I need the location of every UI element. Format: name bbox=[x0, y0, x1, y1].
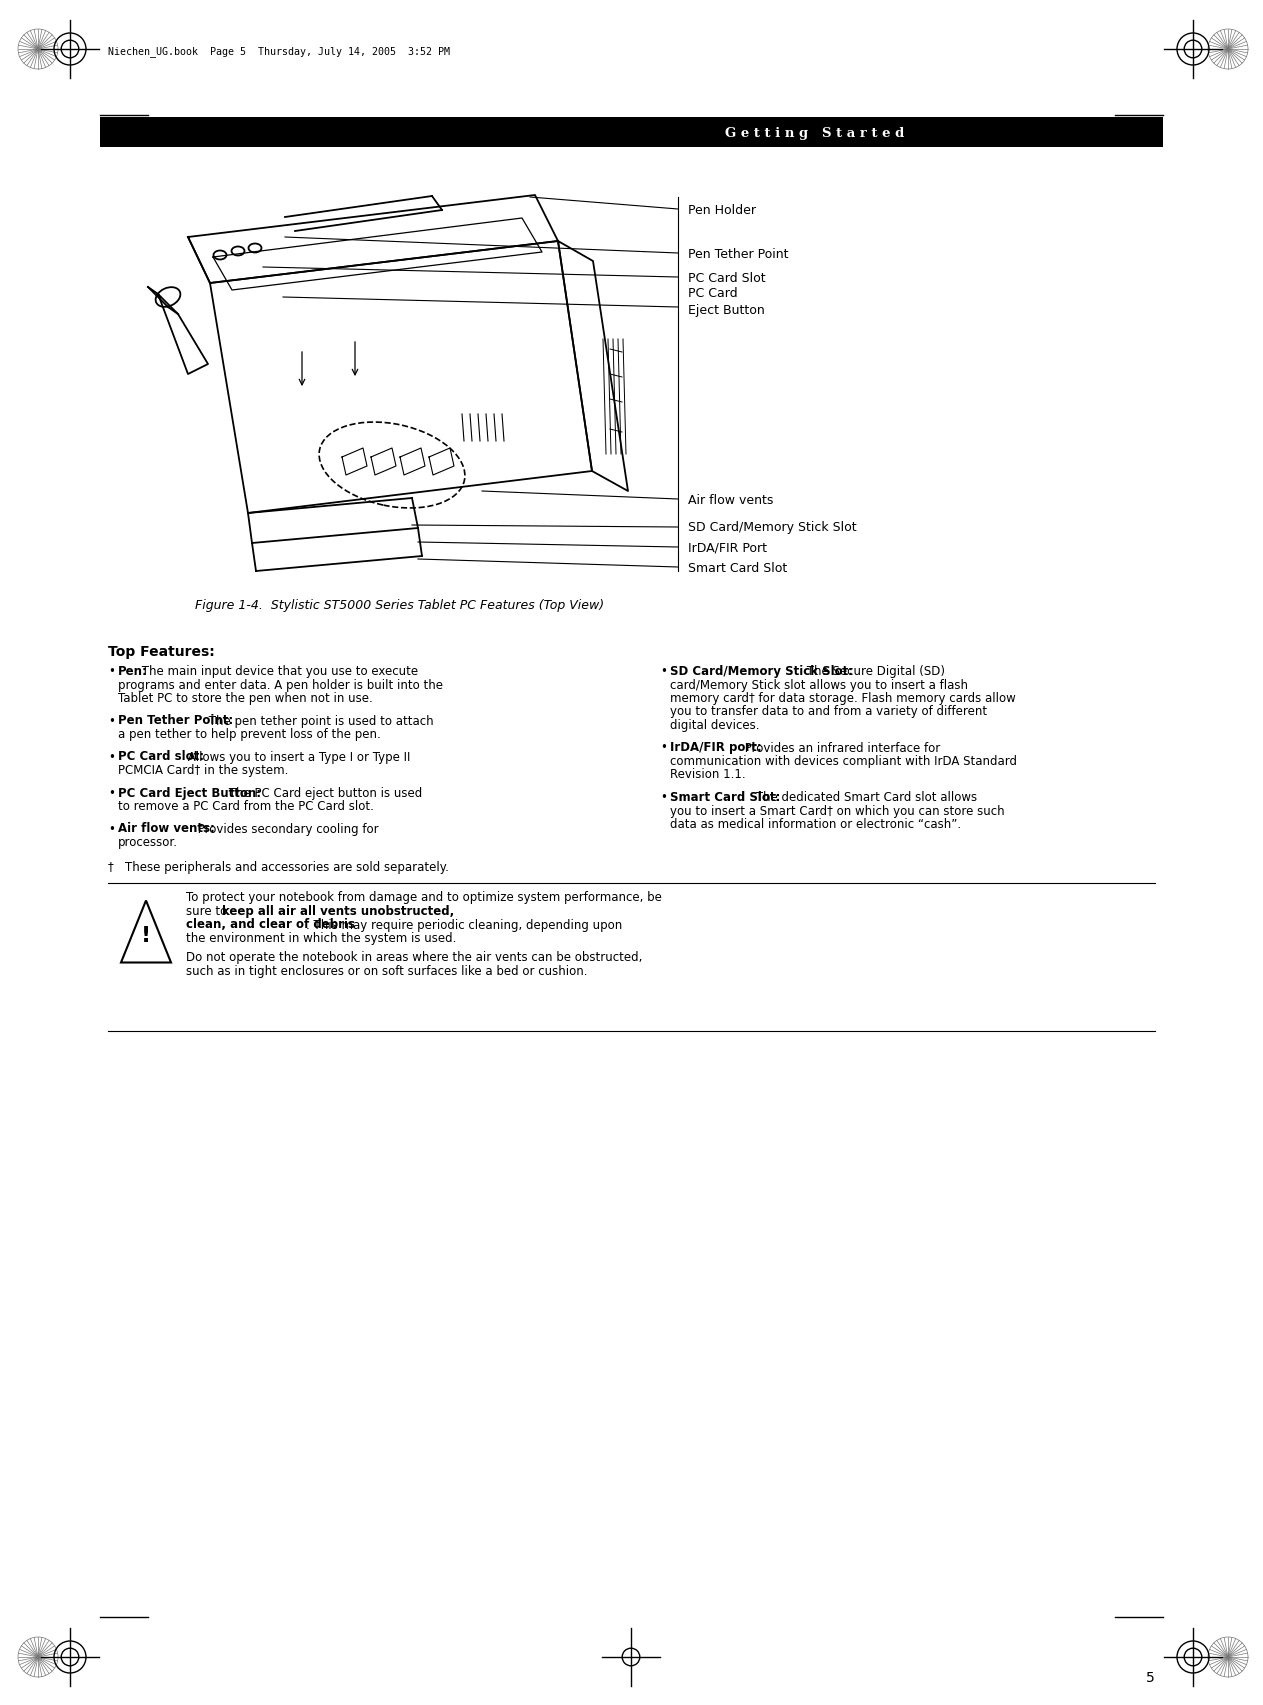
Text: The dedicated Smart Card slot allows: The dedicated Smart Card slot allows bbox=[751, 791, 976, 803]
Text: communication with devices compliant with IrDA Standard: communication with devices compliant wit… bbox=[669, 755, 1017, 767]
Text: •: • bbox=[109, 750, 115, 764]
Text: such as in tight enclosures or on soft surfaces like a bed or cushion.: such as in tight enclosures or on soft s… bbox=[186, 965, 587, 977]
Text: Revision 1.1.: Revision 1.1. bbox=[669, 767, 745, 781]
Text: Provides secondary cooling for: Provides secondary cooling for bbox=[195, 822, 379, 835]
Text: The pen tether point is used to attach: The pen tether point is used to attach bbox=[205, 714, 433, 726]
Text: SD Card/Memory Stick Slot: SD Card/Memory Stick Slot bbox=[688, 522, 856, 534]
Text: PCMCIA Card† in the system.: PCMCIA Card† in the system. bbox=[117, 764, 288, 776]
Text: Smart Card Slot: Smart Card Slot bbox=[688, 561, 787, 575]
Text: PC Card slot:: PC Card slot: bbox=[117, 750, 205, 764]
Text: !: ! bbox=[141, 926, 152, 946]
Text: SD Card/Memory Stick Slot:: SD Card/Memory Stick Slot: bbox=[669, 665, 853, 677]
Text: †   These peripherals and accessories are sold separately.: † These peripherals and accessories are … bbox=[109, 861, 448, 875]
Text: To protect your notebook from damage and to optimize system performance, be: To protect your notebook from damage and… bbox=[186, 892, 662, 904]
Text: processor.: processor. bbox=[117, 835, 178, 849]
Text: Pen Holder: Pen Holder bbox=[688, 203, 757, 217]
Text: •: • bbox=[661, 791, 667, 803]
Text: Do not operate the notebook in areas where the air vents can be obstructed,: Do not operate the notebook in areas whe… bbox=[186, 951, 643, 963]
Text: sure to: sure to bbox=[186, 904, 231, 917]
Text: memory card† for data storage. Flash memory cards allow: memory card† for data storage. Flash mem… bbox=[669, 692, 1015, 704]
Text: The main input device that you use to execute: The main input device that you use to ex… bbox=[139, 665, 418, 677]
Text: clean, and clear of debris: clean, and clear of debris bbox=[186, 917, 355, 931]
Text: •: • bbox=[109, 714, 115, 726]
Text: Smart Card Slot:: Smart Card Slot: bbox=[669, 791, 781, 803]
Text: Pen Tether Point: Pen Tether Point bbox=[688, 247, 788, 261]
Text: you to transfer data to and from a variety of different: you to transfer data to and from a varie… bbox=[669, 706, 988, 718]
Text: •: • bbox=[661, 742, 667, 754]
Text: 5: 5 bbox=[1147, 1669, 1154, 1685]
Text: card/Memory Stick slot allows you to insert a flash: card/Memory Stick slot allows you to ins… bbox=[669, 679, 967, 691]
Text: the environment in which the system is used.: the environment in which the system is u… bbox=[186, 931, 456, 945]
Text: digital devices.: digital devices. bbox=[669, 718, 759, 731]
Text: you to insert a Smart Card† on which you can store such: you to insert a Smart Card† on which you… bbox=[669, 805, 1004, 817]
Text: Pen Tether Point:: Pen Tether Point: bbox=[117, 714, 234, 726]
Text: The Secure Digital (SD): The Secure Digital (SD) bbox=[802, 665, 945, 677]
Text: data as medical information or electronic “cash”.: data as medical information or electroni… bbox=[669, 817, 961, 830]
Text: IrDA/FIR Port: IrDA/FIR Port bbox=[688, 540, 767, 554]
Text: G e t t i n g   S t a r t e d: G e t t i n g S t a r t e d bbox=[725, 126, 904, 140]
Text: a pen tether to help prevent loss of the pen.: a pen tether to help prevent loss of the… bbox=[117, 728, 380, 740]
Text: Top Features:: Top Features: bbox=[109, 644, 215, 658]
Text: •: • bbox=[109, 665, 115, 677]
Text: keep all air all vents unobstructed,: keep all air all vents unobstructed, bbox=[222, 904, 455, 917]
Text: Figure 1-4.  Stylistic ST5000 Series Tablet PC Features (Top View): Figure 1-4. Stylistic ST5000 Series Tabl… bbox=[196, 598, 605, 612]
Bar bbox=[100, 118, 1163, 148]
Text: to remove a PC Card from the PC Card slot.: to remove a PC Card from the PC Card slo… bbox=[117, 800, 374, 813]
Text: Niechen_UG.book  Page 5  Thursday, July 14, 2005  3:52 PM: Niechen_UG.book Page 5 Thursday, July 14… bbox=[109, 46, 450, 58]
Text: . This may require periodic cleaning, depending upon: . This may require periodic cleaning, de… bbox=[306, 917, 623, 931]
Text: Allows you to insert a Type I or Type II: Allows you to insert a Type I or Type II bbox=[184, 750, 410, 764]
Text: Air flow vents:: Air flow vents: bbox=[117, 822, 215, 835]
Text: •: • bbox=[109, 822, 115, 835]
Text: PC Card
Eject Button: PC Card Eject Button bbox=[688, 286, 765, 317]
Text: Air flow vents: Air flow vents bbox=[688, 493, 773, 506]
Text: IrDA/FIR port:: IrDA/FIR port: bbox=[669, 742, 762, 754]
Text: programs and enter data. A pen holder is built into the: programs and enter data. A pen holder is… bbox=[117, 679, 443, 691]
Text: Tablet PC to store the pen when not in use.: Tablet PC to store the pen when not in u… bbox=[117, 692, 373, 704]
Text: PC Card Slot: PC Card Slot bbox=[688, 271, 765, 285]
Text: Provides an infrared interface for: Provides an infrared interface for bbox=[741, 742, 941, 754]
Text: •: • bbox=[661, 665, 667, 677]
Text: Pen:: Pen: bbox=[117, 665, 148, 677]
Text: The PC Card eject button is used: The PC Card eject button is used bbox=[225, 786, 422, 800]
Text: PC Card Eject Button:: PC Card Eject Button: bbox=[117, 786, 261, 800]
Text: •: • bbox=[109, 786, 115, 800]
